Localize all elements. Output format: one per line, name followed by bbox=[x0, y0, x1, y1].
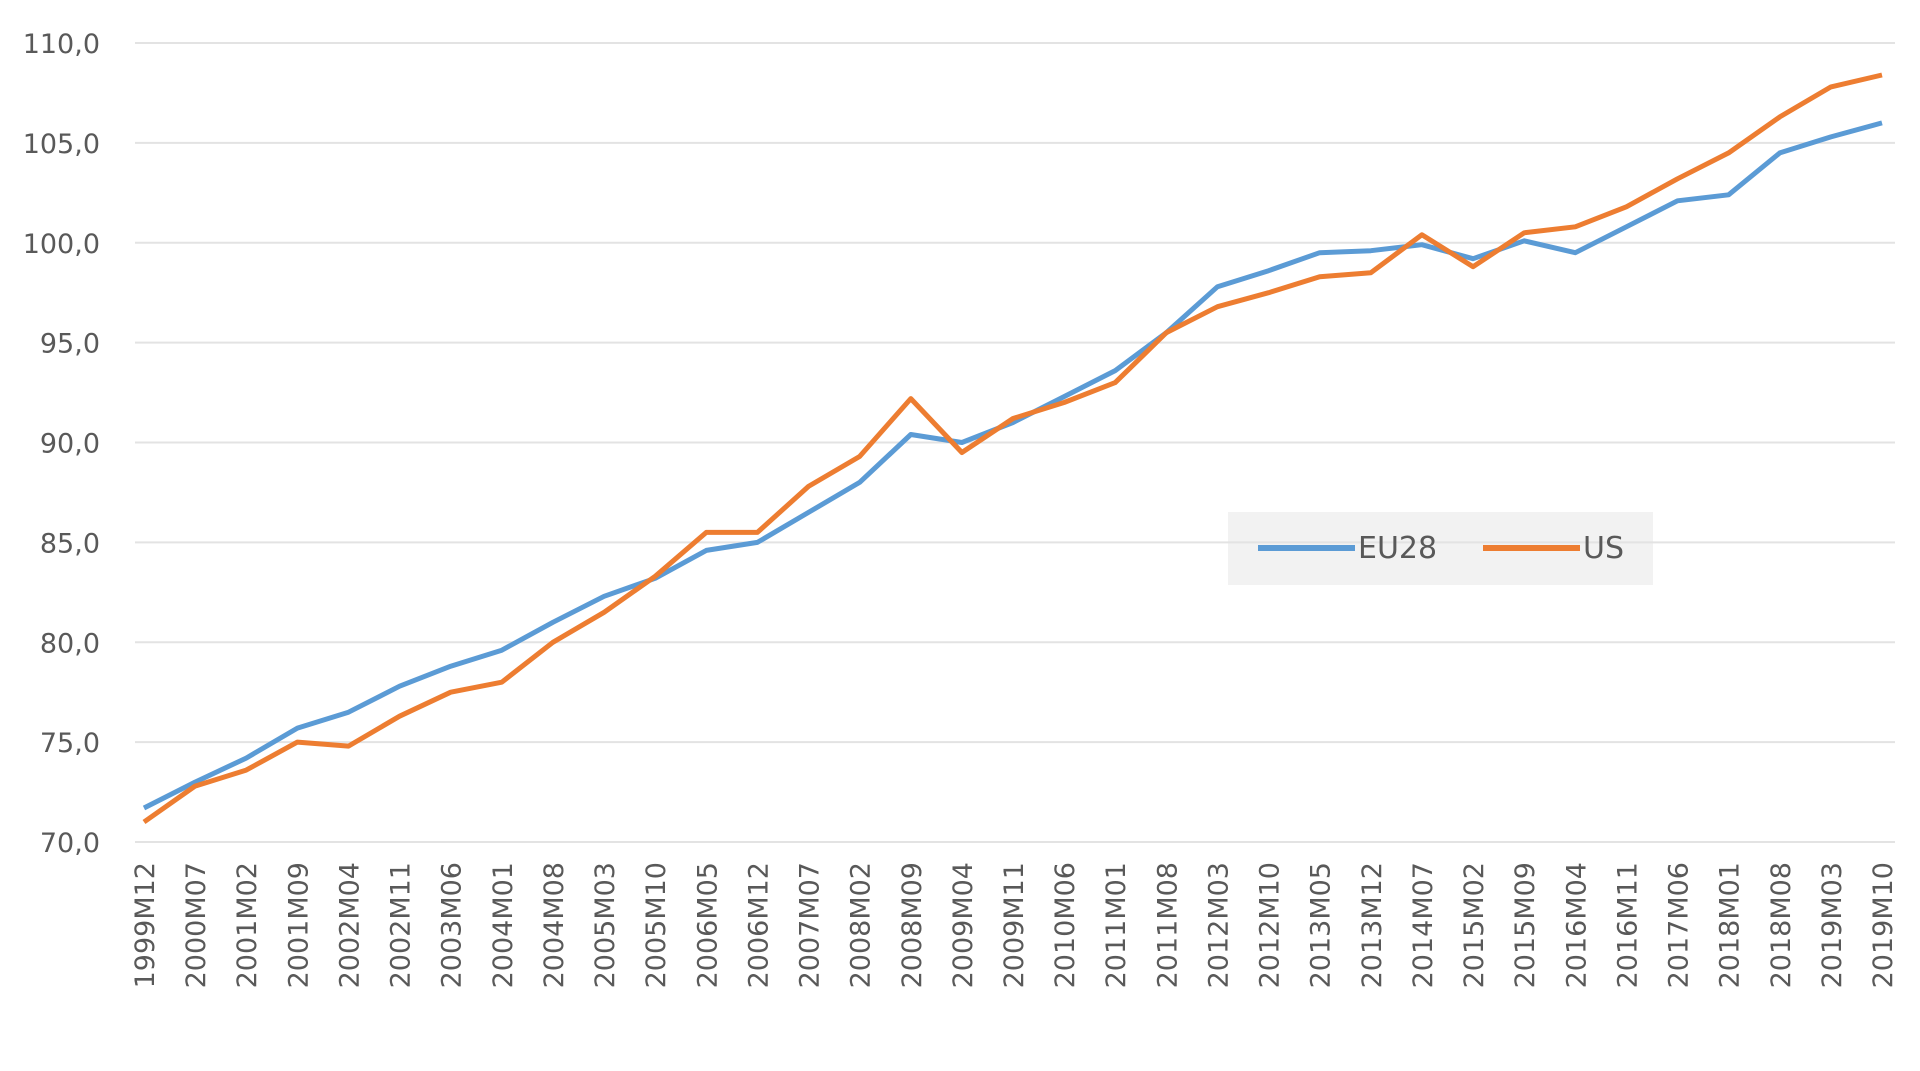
y-tick-label: 95,0 bbox=[40, 329, 100, 360]
x-tick-label: 2007M07 bbox=[795, 862, 826, 988]
x-tick-label: 2018M08 bbox=[1766, 862, 1797, 988]
x-tick-label: 2016M11 bbox=[1612, 862, 1643, 988]
x-tick-label: 2006M05 bbox=[692, 862, 723, 988]
x-tick-label: 2001M02 bbox=[232, 862, 263, 988]
x-tick-label: 2004M01 bbox=[488, 862, 519, 988]
x-tick-label: 2004M08 bbox=[539, 862, 570, 988]
x-tick-label: 2011M01 bbox=[1101, 862, 1132, 988]
y-tick-label: 105,0 bbox=[23, 129, 100, 160]
x-tick-label: 2019M03 bbox=[1817, 862, 1848, 988]
x-tick-label: 2003M06 bbox=[437, 862, 468, 988]
x-tick-label: 2012M03 bbox=[1203, 862, 1234, 988]
x-tick-label: 2011M08 bbox=[1152, 862, 1183, 988]
x-tick-label: 2005M10 bbox=[641, 862, 672, 988]
x-tick-label: 1999M12 bbox=[130, 862, 161, 988]
x-tick-label: 2018M01 bbox=[1715, 862, 1746, 988]
x-tick-label: 2019M10 bbox=[1868, 862, 1899, 988]
y-tick-label: 100,0 bbox=[23, 229, 100, 260]
x-tick-label: 2013M12 bbox=[1357, 862, 1388, 988]
x-tick-label: 2013M05 bbox=[1306, 862, 1337, 988]
x-tick-label: 2008M09 bbox=[897, 862, 928, 988]
x-tick-label: 2017M06 bbox=[1664, 862, 1695, 988]
x-tick-label: 2015M02 bbox=[1459, 862, 1490, 988]
y-tick-label: 85,0 bbox=[40, 528, 100, 559]
y-tick-label: 110,0 bbox=[23, 29, 100, 60]
x-tick-label: 2002M04 bbox=[334, 862, 365, 988]
x-tick-label: 2006M12 bbox=[743, 862, 774, 988]
x-tick-label: 2002M11 bbox=[386, 862, 417, 988]
line-series bbox=[142, 72, 1883, 825]
legend-label: US bbox=[1583, 531, 1624, 566]
x-tick-label: 2001M09 bbox=[283, 862, 314, 988]
x-tick-label: 2014M07 bbox=[1408, 862, 1439, 988]
y-tick-label: 75,0 bbox=[40, 728, 100, 759]
x-tick-label: 2008M02 bbox=[846, 862, 877, 988]
x-tick-label: 2010M06 bbox=[1050, 862, 1081, 988]
line-series bbox=[142, 120, 1883, 811]
y-tick-label: 90,0 bbox=[40, 429, 100, 460]
x-tick-label: 2012M10 bbox=[1255, 862, 1286, 988]
y-tick-label: 80,0 bbox=[40, 628, 100, 659]
x-tick-label: 2005M03 bbox=[590, 862, 621, 988]
x-tick-label: 2009M11 bbox=[999, 862, 1030, 988]
legend-label: EU28 bbox=[1358, 531, 1437, 566]
x-tick-label: 2000M07 bbox=[181, 862, 212, 988]
x-tick-label: 2015M09 bbox=[1510, 862, 1541, 988]
x-tick-label: 2016M04 bbox=[1561, 862, 1592, 988]
y-tick-label: 70,0 bbox=[40, 828, 100, 859]
x-tick-label: 2009M04 bbox=[948, 862, 979, 988]
